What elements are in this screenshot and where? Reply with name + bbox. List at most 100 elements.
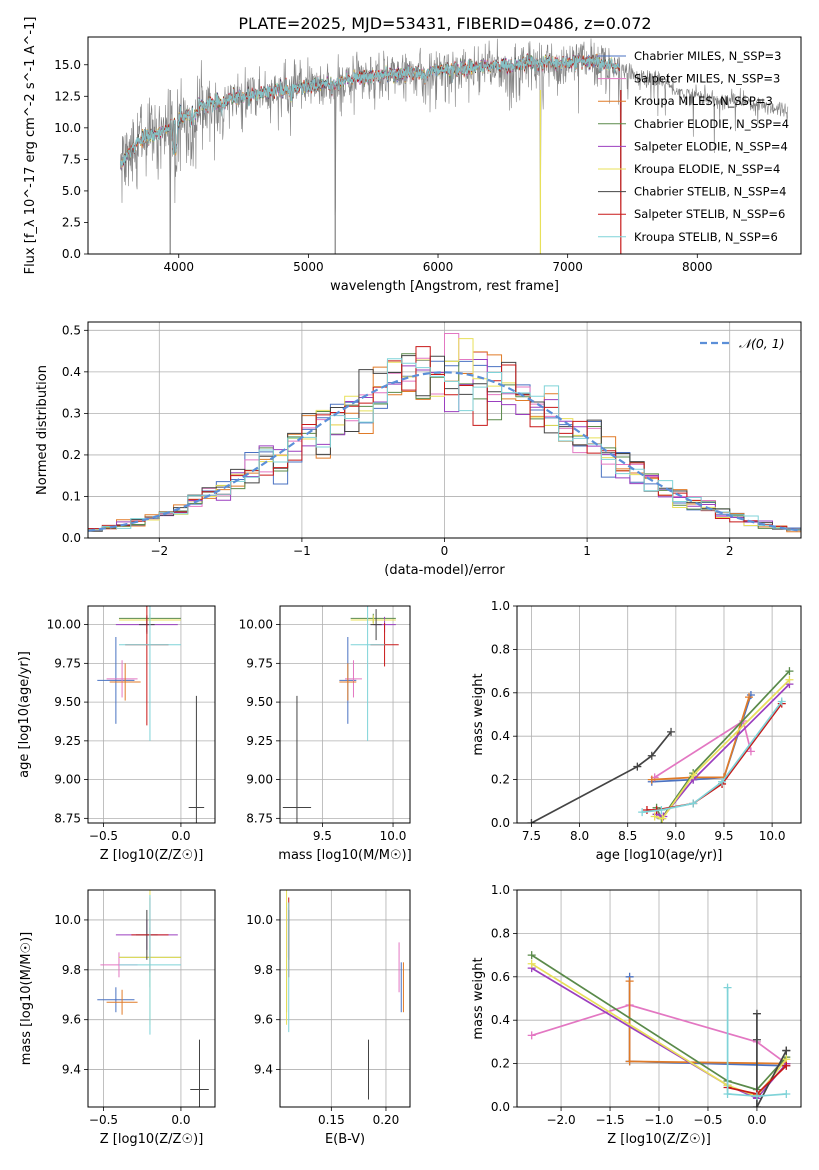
y-tick-label: 2.5 [62,215,81,229]
plot-area [527,951,791,1107]
weight-marker-kroupa_stelib [752,1092,761,1101]
x-tick-label: 0.0 [171,829,190,843]
x-tick-label: 10.0 [759,829,786,843]
weight-marker-kroupa_miles [625,1057,634,1066]
y-tick-label: 0.0 [62,531,81,545]
y-tick-label: 9.8 [62,963,81,977]
y-tick-label: 0.6 [491,686,510,700]
x-tick-label: 8.5 [618,829,637,843]
weight-marker-kroupa_stelib [657,805,666,814]
y-tick-label: 0.8 [491,642,510,656]
panel-mass-vs-ebv: 0.15 0.20 9.4 9.6 9.8 10.0 E(B-V) [246,889,411,1147]
legend-entry-salpeter_stelib: Salpeter STELIB, N_SSP=6 [634,207,785,221]
y-tick-label: 0.4 [491,1013,510,1027]
x-tick-label: 0.20 [373,1113,400,1127]
y-tick-label: 10.00 [47,618,81,632]
x-axis-label: Z [log10(Z/Z☉)] [607,1132,711,1147]
y-tick-label: 9.8 [254,963,273,977]
y-tick-label: 10.0 [246,913,273,927]
axes-frame [279,889,411,1108]
y-tick-label: 7.5 [62,152,81,166]
y-tick-label: 9.4 [62,1063,81,1077]
y-tick-label: 9.00 [246,773,273,787]
legend-entry-kroupa_miles: Kroupa MILES, N_SSP=3 [634,94,773,108]
weight-marker-kroupa_elodie [689,771,698,780]
legend-entry-kroupa_elodie: Kroupa ELODIE, N_SSP=4 [634,162,780,176]
y-tick-label: 0.0 [62,247,81,261]
x-tick-label: 9.0 [666,829,685,843]
weight-marker-kroupa_elodie [527,959,536,968]
weight-marker-salpeter_stelib [782,1061,791,1070]
weight-line-chabrier_elodie [531,954,787,1091]
weight-line-salpeter_miles [531,1004,787,1065]
weight-marker-kroupa_elodie [658,814,667,823]
legend-entry-chabrier_stelib: Chabrier STELIB, N_SSP=4 [634,185,786,199]
plot-area [97,606,205,823]
y-axis-label: mass [log10(M/M☉)] [19,932,34,1065]
normal-curve [88,371,801,532]
panel-mass-vs-z: −0.5 0.0 9.4 9.6 9.8 10.0 Z [log10(Z/Z☉)] mass … [19,889,216,1147]
weight-marker-kroupa_stelib [723,1089,732,1098]
weight-marker-chabrier_elodie [785,667,794,676]
spectrum-legend: Chabrier MILES, N_SSP=3 Salpeter MILES, N… [598,49,789,244]
weight-marker-chabrier_stelib [527,819,536,823]
model-line-kroupa_stelib [119,54,620,168]
weight-line-kroupa_stelib [726,987,787,1098]
weight-marker-chabrier_stelib [633,762,642,771]
y-tick-label: 0.6 [491,970,510,984]
x-tick-label: −0.5 [693,1113,722,1127]
weight-line-salpeter_stelib [647,703,783,811]
x-tick-label: 5000 [293,260,324,274]
legend-entry-kroupa_stelib: Kroupa STELIB, N_SSP=6 [634,230,778,244]
y-tick-label: 9.6 [62,1013,81,1027]
panel-weight-vs-z: −2.0 −1.5 −1.0 −0.5 0.0 0.0 0.2 0.4 0.6 0.8 1.0 Z [… [471,883,802,1147]
plot-area [119,38,789,254]
x-tick-label: 7000 [552,260,583,274]
y-tick-label: 9.25 [54,734,81,748]
y-tick-label: 15.0 [54,58,81,72]
y-tick-label: 0.5 [62,323,81,337]
x-tick-label: 6000 [423,260,454,274]
y-tick-label: 0.4 [491,729,510,743]
y-tick-label: 0.2 [491,773,510,787]
weight-marker-salpeter_stelib [642,805,651,814]
x-axis-label: wavelength [Angstrom, rest frame] [330,279,559,294]
y-tick-label: 8.75 [54,811,81,825]
spectrum-data-line [120,38,789,248]
x-tick-label: 8.0 [570,829,589,843]
weight-marker-kroupa_elodie [785,675,794,684]
x-tick-label: −1.0 [644,1113,673,1127]
weight-marker-chabrier_stelib [782,1046,791,1055]
weight-marker-chabrier_stelib [752,1103,761,1107]
panel-age-vs-mass: 9.5 10.0 8.75 9.00 9.25 9.50 9.75 10.00 mass [lo… [239,605,412,863]
legend-entry-chabrier_miles: Chabrier MILES, N_SSP=3 [634,49,781,63]
panel-spectrum: 4000 5000 6000 7000 8000 0.0 2.5 5.0 7.5 10.0 12.5… [23,17,802,294]
x-axis-label: (data-model)/error [384,563,505,578]
weight-marker-kroupa_stelib [718,777,727,786]
x-tick-label: 9.5 [313,829,332,843]
weight-line-chabrier_stelib [531,731,672,823]
x-tick-label: −2.0 [546,1113,575,1127]
x-tick-label: 10.0 [380,829,407,843]
legend-entry-chabrier_elodie: Chabrier ELODIE, N_SSP=4 [634,117,789,131]
weight-marker-kroupa_stelib [777,697,786,706]
weight-marker-kroupa_stelib [689,799,698,808]
y-tick-label: 0.1 [62,489,81,503]
panel-weight-vs-age: 7.5 8.0 8.5 9.0 9.5 10.0 0.0 0.2 0.4 0.6 0.8 1.0 age… [471,599,802,863]
x-tick-label: 4000 [163,260,194,274]
y-tick-label: 1.0 [491,599,510,613]
y-axis-label: mass weight [471,957,486,1039]
legend-entry-salpeter_elodie: Salpeter ELODIE, N_SSP=4 [634,139,788,153]
y-tick-label: 0.0 [491,816,510,830]
x-tick-label: −1.5 [595,1113,624,1127]
y-tick-label: 9.25 [246,734,273,748]
x-tick-label: 2 [726,544,734,558]
legend-entry-salpeter_miles: Salpeter MILES, N_SSP=3 [634,72,780,86]
y-tick-label: 8.75 [246,811,273,825]
y-tick-label: 10.00 [239,618,273,632]
panel-residuals: −2 −1 0 1 2 0.0 0.1 0.2 0.3 0.4 0.5 (data-model)/er… [35,321,802,578]
weight-line-kroupa_elodie [654,679,790,820]
y-tick-label: 12.5 [54,89,81,103]
x-tick-label: 7.5 [522,829,541,843]
axes-frame [516,889,802,1108]
